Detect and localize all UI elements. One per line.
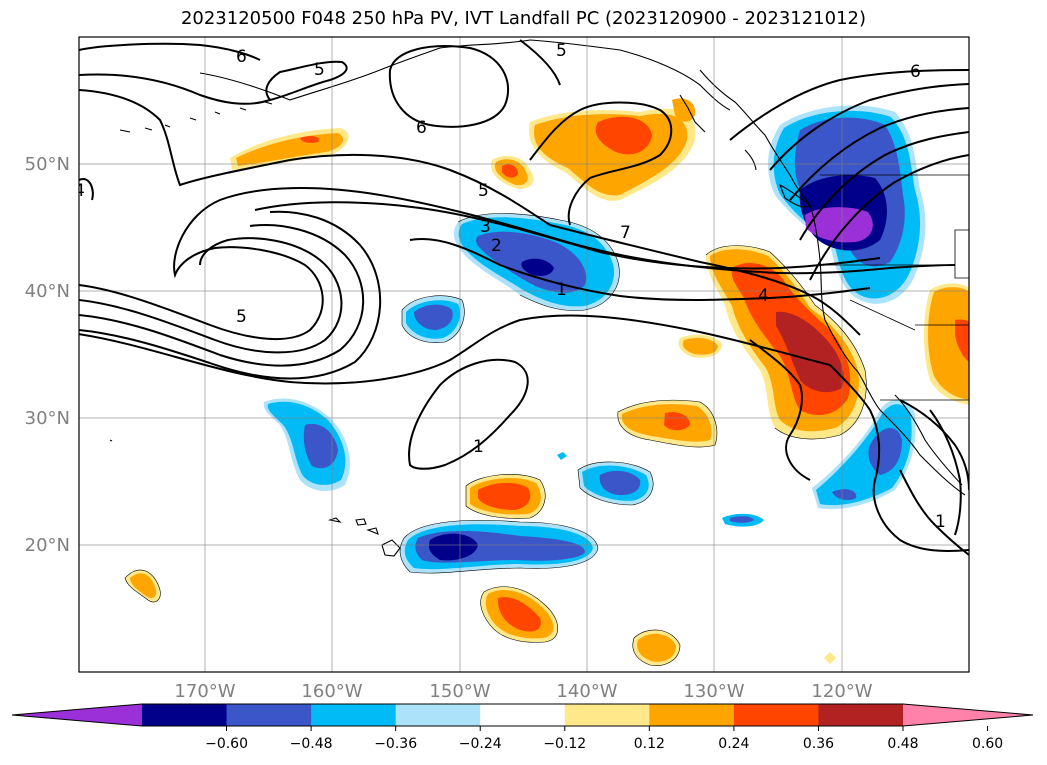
colorbar-segment [142,704,228,726]
contour-label: 5 [556,41,567,61]
colorbar-segment [311,704,397,726]
colorbar-segment [395,704,481,726]
lon-tick-label: 160°W [301,681,362,702]
coastlines [109,39,966,557]
colorbar-tick-label: −0.24 [459,736,502,752]
lon-tick-label: 120°W [811,681,872,702]
map-frame [78,36,970,673]
contour-label: 1 [556,280,567,300]
contour-label: 4 [758,286,769,306]
gridlines [79,37,969,672]
lon-tick-label: 130°W [683,681,744,702]
colorbar-outline [11,703,1034,727]
contour-label: 5 [314,60,325,80]
contour-label: 1 [473,437,484,457]
contour-label: 2 [491,236,502,256]
colorbar-tick-label: −0.12 [543,736,586,752]
colorbar-extend-low [12,704,142,726]
lat-tick-label: 40°N [25,281,70,302]
contour-label: 7 [620,223,631,243]
pv-contours [79,39,969,556]
colorbar-tick-label: 0.48 [887,736,918,752]
lon-tick-label: 170°W [174,681,235,702]
contour-label: 5 [236,307,247,327]
colorbar: −0.60 −0.48 −0.36 −0.24 −0.12 0.12 0.24 0.36 0.4… [11,703,1034,752]
colorbar-segment [480,704,566,726]
lat-tick-label: 20°N [25,535,70,556]
colorbar-tick-label: 0.60 [972,736,1003,752]
map-panel: 6 5 5 6 4 5 3 2 1 7 4 6 5 1 1 [74,37,969,672]
colorbar-tick-label: 0.12 [634,736,665,752]
lat-tick-label: 50°N [25,154,70,175]
contour-label: 4 [74,181,85,201]
lat-labels: 50°N 40°N 30°N 20°N [25,154,70,556]
colorbar-segment [226,704,312,726]
contour-labels: 6 5 5 6 4 5 3 2 1 7 4 6 5 1 1 [74,41,946,532]
shade-outlines [124,213,867,666]
colorbar-tick-label: −0.60 [205,736,248,752]
colorbar-segment [649,704,735,726]
colorbar-segment [818,704,904,726]
colorbar-segment [733,704,819,726]
contour-label: 5 [478,181,489,201]
contour-label: 6 [416,118,427,138]
colorbar-extend-high [903,704,1033,726]
lon-labels: 170°W 160°W 150°W 140°W 130°W 120°W [174,681,872,702]
colorbar-tick-label: −0.36 [374,736,417,752]
contour-label: 6 [910,62,921,82]
colorbar-segment [564,704,650,726]
colorbar-tick-label: 0.36 [803,736,834,752]
colorbar-tick-label: −0.48 [290,736,333,752]
contour-label: 3 [480,217,491,237]
lon-tick-label: 140°W [556,681,617,702]
contour-label: 6 [236,47,247,67]
lon-tick-label: 150°W [429,681,490,702]
colorbar-tick-label: 0.24 [718,736,749,752]
chart-title: 2023120500 F048 250 hPa PV, IVT Landfall… [180,8,867,29]
contour-label: 1 [935,512,946,532]
lat-tick-label: 30°N [25,408,70,429]
